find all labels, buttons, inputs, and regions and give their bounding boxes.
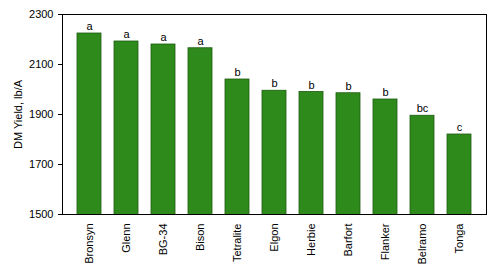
- svg-text:1700: 1700: [29, 158, 53, 170]
- svg-text:a: a: [197, 35, 204, 47]
- svg-text:b: b: [234, 66, 240, 78]
- svg-text:2300: 2300: [29, 8, 53, 20]
- svg-text:b: b: [271, 77, 277, 89]
- svg-text:a: a: [86, 20, 93, 32]
- svg-text:Elgon: Elgon: [268, 224, 280, 252]
- svg-text:Belramo: Belramo: [416, 224, 428, 265]
- svg-text:b: b: [345, 80, 351, 92]
- svg-text:Tetralite: Tetralite: [231, 224, 243, 263]
- svg-text:Herbie: Herbie: [305, 224, 317, 256]
- svg-text:b: b: [308, 79, 314, 91]
- svg-text:1500: 1500: [29, 208, 53, 220]
- svg-text:1900: 1900: [29, 108, 53, 120]
- svg-text:b: b: [382, 86, 388, 98]
- svg-text:Bison: Bison: [194, 224, 206, 252]
- svg-text:2100: 2100: [29, 58, 53, 70]
- svg-text:bc: bc: [417, 102, 429, 114]
- svg-text:Flanker: Flanker: [379, 223, 391, 260]
- svg-text:Bronsyn: Bronsyn: [83, 224, 95, 264]
- svg-text:Barfort: Barfort: [342, 224, 354, 257]
- svg-text:a: a: [160, 31, 167, 43]
- svg-text:Tonga: Tonga: [453, 223, 465, 254]
- svg-text:BG-34: BG-34: [157, 224, 169, 256]
- svg-text:c: c: [457, 121, 463, 133]
- svg-text:a: a: [123, 28, 130, 40]
- svg-text:DM Yield, lb/A: DM Yield, lb/A: [12, 79, 24, 149]
- svg-text:Glenn: Glenn: [120, 224, 132, 253]
